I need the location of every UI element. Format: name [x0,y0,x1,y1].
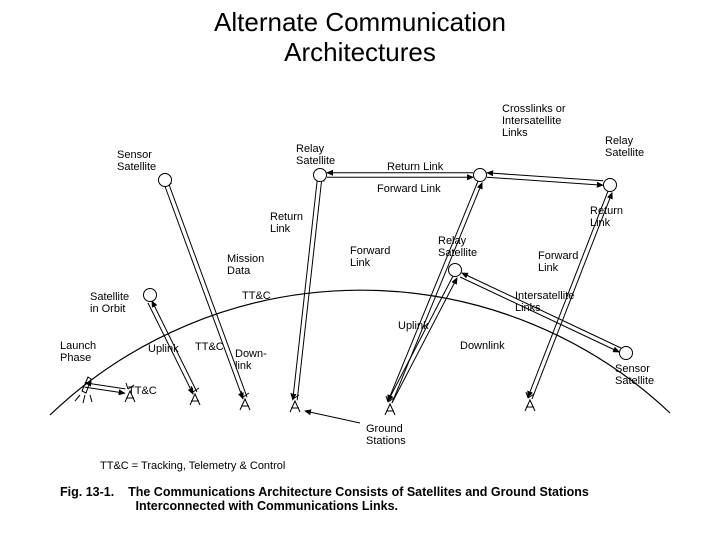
link-label: Crosslinks orIntersatelliteLinks [502,103,566,139]
link-label: TT&C [195,341,224,353]
link-label: LaunchPhase [60,340,96,364]
page-title: Alternate Communication Architectures [0,8,720,68]
node-label: RelaySatellite [296,143,335,167]
link-label: Return Link [387,161,443,173]
node-label: RelaySatellite [438,235,477,259]
link-label: TT&C [128,385,157,397]
satellite-node [448,263,462,277]
link-label: Forward Link [377,183,441,195]
node-label: SensorSatellite [615,363,654,387]
footnote-text: TT&C = Tracking, Telemetry & Control [100,460,285,472]
link-label: GroundStations [366,423,406,447]
node-label: SensorSatellite [117,149,156,173]
satellite-node [473,168,487,182]
figure-caption: Fig. 13-1. The Communications Architectu… [60,485,680,513]
caption-line-1: The Communications Architecture Consists… [128,485,589,499]
link-label: Uplink [398,320,429,332]
link-label: IntersatelliteLinks [515,290,574,314]
satellite-node [158,173,172,187]
link-label: ReturnLink [590,205,623,229]
link-label: Down-link [235,348,267,372]
satellite-node [143,288,157,302]
architecture-diagram: SensorSatellite RelaySatellite RelaySatell… [60,95,665,455]
title-line-2: Architectures [284,37,436,67]
link-label: ForwardLink [538,250,578,274]
link-label: Uplink [148,343,179,355]
link-label: Downlink [460,340,505,352]
link-label: ReturnLink [270,211,303,235]
node-label: Satellitein Orbit [90,291,129,315]
satellite-node [603,178,617,192]
satellite-node [619,346,633,360]
node-label: RelaySatellite [605,135,644,159]
caption-line-2: Interconnected with Communications Links… [135,499,398,513]
link-label: TT&C [242,290,271,302]
link-label: ForwardLink [350,245,390,269]
link-label: MissionData [227,253,264,277]
caption-fignum: Fig. 13-1. [60,485,114,499]
satellite-node [313,168,327,182]
title-line-1: Alternate Communication [214,7,506,37]
